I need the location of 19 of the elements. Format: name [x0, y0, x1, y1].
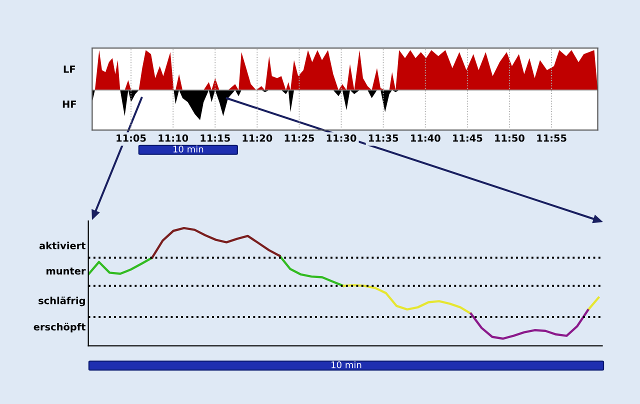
- x-tick-label: 11:15: [200, 134, 230, 142]
- series-label: HF: [62, 100, 76, 108]
- text: 10 min: [173, 146, 204, 153]
- x-tick-label: 11:55: [537, 134, 566, 142]
- x-tick-label: 11:50: [495, 134, 524, 142]
- text: LF: [64, 66, 76, 73]
- x-tick-label: 11:30: [326, 134, 356, 142]
- text: 10 min: [332, 361, 362, 368]
- x-tick-label: 11:05: [116, 134, 146, 142]
- text: erschöpft: [34, 322, 86, 332]
- x-tick-label: 11:25: [284, 134, 314, 142]
- text: aktiviert: [39, 242, 86, 250]
- x-tick-label: 11:40: [411, 134, 440, 142]
- text: munter: [46, 268, 86, 275]
- x-tick-label: 11:35: [368, 134, 398, 142]
- x-tick-label: 11:10: [158, 134, 188, 142]
- x-tick-label: 11:45: [453, 134, 482, 142]
- text: schläfrig: [38, 296, 85, 306]
- x-tick-label: 11:20: [242, 134, 272, 142]
